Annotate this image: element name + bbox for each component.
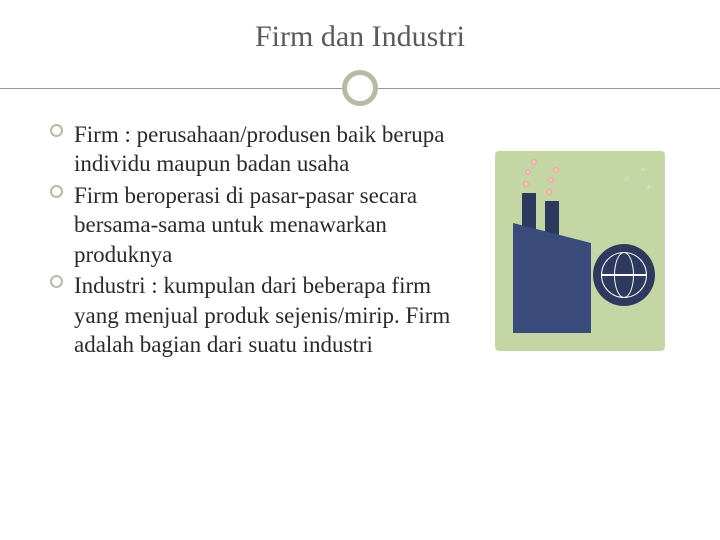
bullet-text: Industri : kumpulan dari beberapa firm y… <box>74 273 450 357</box>
title-circle-icon <box>342 70 378 106</box>
smoke-icon <box>523 181 529 187</box>
bullet-item: Firm : perusahaan/produsen baik berupa i… <box>50 120 480 179</box>
smoke-icon <box>548 177 554 183</box>
bullet-item: Industri : kumpulan dari beberapa firm y… <box>50 271 480 359</box>
smoke-icon <box>553 167 559 173</box>
factory-roof-icon <box>513 223 591 243</box>
bullet-item: Firm beroperasi di pasar-pasar secara be… <box>50 181 480 269</box>
bullet-ring-icon <box>50 124 63 137</box>
content-row: Firm : perusahaan/produsen baik berupa i… <box>50 120 670 362</box>
bullet-text: Firm beroperasi di pasar-pasar secara be… <box>74 183 417 267</box>
star-icon: ✦ <box>645 183 653 194</box>
factory-body-icon <box>513 243 591 333</box>
bullet-ring-icon <box>50 185 63 198</box>
clipart-column: ✦ ✦ ✦ <box>490 120 670 362</box>
title-area: Firm dan Industri <box>50 20 670 102</box>
star-icon: ✦ <box>639 165 647 176</box>
bullet-ring-icon <box>50 275 63 288</box>
globe-icon <box>593 244 655 306</box>
factory-globe-clipart: ✦ ✦ ✦ <box>495 151 665 351</box>
smoke-icon <box>531 159 537 165</box>
bullet-text: Firm : perusahaan/produsen baik berupa i… <box>74 122 444 176</box>
slide-title: Firm dan Industri <box>50 20 670 62</box>
globe-equator-icon <box>602 274 646 276</box>
slide: Firm dan Industri Firm : perusahaan/prod… <box>0 0 720 540</box>
bullet-list: Firm : perusahaan/produsen baik berupa i… <box>50 120 480 362</box>
star-icon: ✦ <box>623 175 631 186</box>
smoke-icon <box>525 169 531 175</box>
smoke-icon <box>546 189 552 195</box>
